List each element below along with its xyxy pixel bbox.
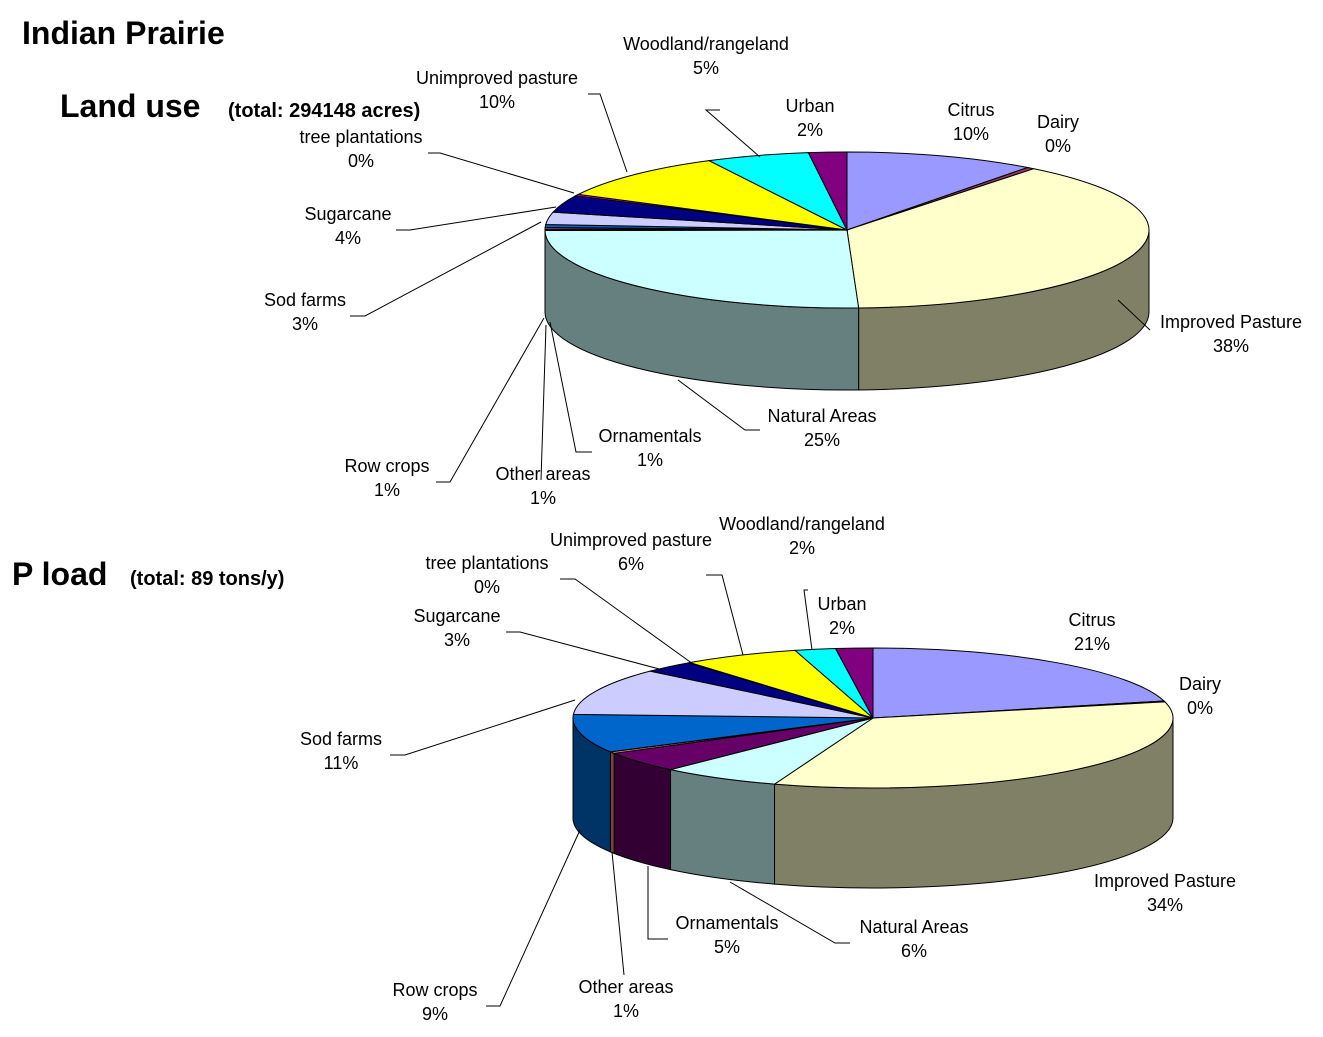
slice-percent-other-areas: 1% [530,488,556,508]
leader-line-row-crops [486,829,581,1007]
chart-title: P load [12,556,107,592]
pie-labels: Citrus 21% Dairy 0% Improved Pasture 34% Natur… [300,514,1236,1024]
slice-percent-row-crops: 9% [422,1004,448,1024]
slice-label-dairy: Dairy [1179,674,1221,694]
slice-label-other-areas: Other areas [578,977,673,997]
pie-slice-sod-farms [572,670,874,719]
page-title: Indian Prairie [22,15,225,51]
slice-percent-urban: 2% [797,120,823,140]
pie-slice-unimproved-pasture [576,160,848,231]
pie-side-other-areas [609,751,615,855]
slice-percent-ornamentals: 5% [714,937,740,957]
p-load-pie-chart: P load (total: 89 tons/y) Citrus 21% Dairy 0%… [12,514,1236,1024]
slice-label-urban: Urban [817,594,866,614]
pie-top-slices [544,151,1150,309]
leader-line-other-areas [540,324,547,481]
slice-percent-sugarcane: 3% [444,630,470,650]
leader-line-sod-farms [350,221,542,317]
pie-slice-citrus [846,151,1030,231]
slice-percent-woodland-rangeland: 2% [789,538,815,558]
slice-percent-natural-areas: 6% [901,941,927,961]
slice-label-unimproved-pasture: Unimproved pasture [550,530,712,550]
leader-line-row-crops [436,317,545,483]
slice-percent-improved-pasture: 34% [1147,895,1183,915]
slice-label-unimproved-pasture: Unimproved pasture [416,68,578,88]
slice-percent-sod-farms: 3% [292,314,318,334]
pie-slice-row-crops [572,713,874,753]
slice-label-citrus: Citrus [1068,610,1115,630]
leader-line-ornamentals [647,866,668,940]
slice-percent-natural-areas: 25% [804,430,840,450]
chart-subtitle: (total: 294148 acres) [228,100,420,122]
leader-line-other-areas [611,851,625,976]
slice-label-row-crops: Row crops [392,980,477,1000]
slice-label-ornamentals: Ornamentals [675,913,778,933]
slice-percent-unimproved-pasture: 10% [479,92,515,112]
pie-slice-natural-areas [670,717,874,785]
slice-label-improved-pasture: Improved Pasture [1160,312,1302,332]
leader-line-ornamentals [549,321,592,453]
pie-side-walls [572,717,1174,889]
slice-percent-row-crops: 1% [374,480,400,500]
slice-label-other-areas: Other areas [495,464,590,484]
slice-percent-sod-farms: 11% [324,753,359,773]
pie-slice-natural-areas [544,229,860,309]
leader-line-natural-areas [677,379,760,431]
slice-percent-woodland-rangeland: 5% [693,58,719,78]
pie-slice-improved-pasture [846,168,1150,309]
slice-percent-ornamentals: 1% [637,450,663,470]
pie-slice-urban [834,647,874,719]
slice-label-row-crops: Row crops [344,456,429,476]
pie-side-ornamentals [613,752,672,871]
slice-label-tree-plantations: tree plantations [299,127,422,147]
slice-label-natural-areas: Natural Areas [859,917,968,937]
leader-line-unimproved-pasture [706,574,744,656]
pie-top-slices [572,647,1174,789]
leader-line-sugarcane [506,631,664,671]
leader-line-natural-areas [729,881,850,944]
leader-line-woodland-rangeland [704,109,761,158]
pie-slice-citrus [872,647,1166,719]
slice-label-sugarcane: Sugarcane [304,204,391,224]
slice-percent-improved-pasture: 38% [1213,336,1249,356]
leader-line-improved-pasture [1117,299,1151,331]
slice-percent-citrus: 10% [953,124,989,144]
leader-line-tree-plantations [560,578,694,665]
slice-label-sod-farms: Sod farms [300,729,382,749]
slice-percent-tree-plantations: 0% [474,577,500,597]
leader-line-tree-plantations [428,152,575,194]
leader-line-woodland-rangeland [803,589,813,651]
slice-percent-dairy: 0% [1187,698,1213,718]
leader-line-unimproved-pasture [588,93,628,173]
pie-side-natural-areas [670,769,776,885]
chart-subtitle: (total: 89 tons/y) [130,568,284,590]
slice-label-dairy: Dairy [1037,112,1079,132]
slice-label-tree-plantations: tree plantations [425,553,548,573]
slice-label-urban: Urban [785,96,834,116]
slice-percent-sugarcane: 4% [335,228,361,248]
slice-percent-citrus: 21% [1074,634,1110,654]
land-use-pie-chart: Land use (total: 294148 acres) Citrus 10% Da… [60,34,1302,508]
slice-label-woodland-rangeland: Woodland/rangeland [623,34,789,54]
slice-label-natural-areas: Natural Areas [767,406,876,426]
leader-line-sugarcane [396,206,557,231]
pie-labels: Citrus 10% Dairy 0% Improved Pasture 38% Natur… [264,34,1302,508]
pie-slice-urban [807,151,848,231]
slice-label-improved-pasture: Improved Pasture [1094,871,1236,891]
leader-line-sod-farms [390,699,576,756]
slice-percent-dairy: 0% [1045,136,1071,156]
slice-label-sugarcane: Sugarcane [413,606,500,626]
slice-percent-other-areas: 1% [613,1001,639,1021]
slice-label-sod-farms: Sod farms [264,290,346,310]
slice-percent-unimproved-pasture: 6% [618,554,644,574]
chart-title: Land use [60,88,200,124]
pie-slice-improved-pasture [773,701,1174,789]
slice-percent-urban: 2% [829,618,855,638]
pie-slice-unimproved-pasture [689,649,874,719]
slice-percent-tree-plantations: 0% [348,151,374,171]
slice-label-woodland-rangeland: Woodland/rangeland [719,514,885,534]
slice-label-citrus: Citrus [947,100,994,120]
slice-label-ornamentals: Ornamentals [598,426,701,446]
